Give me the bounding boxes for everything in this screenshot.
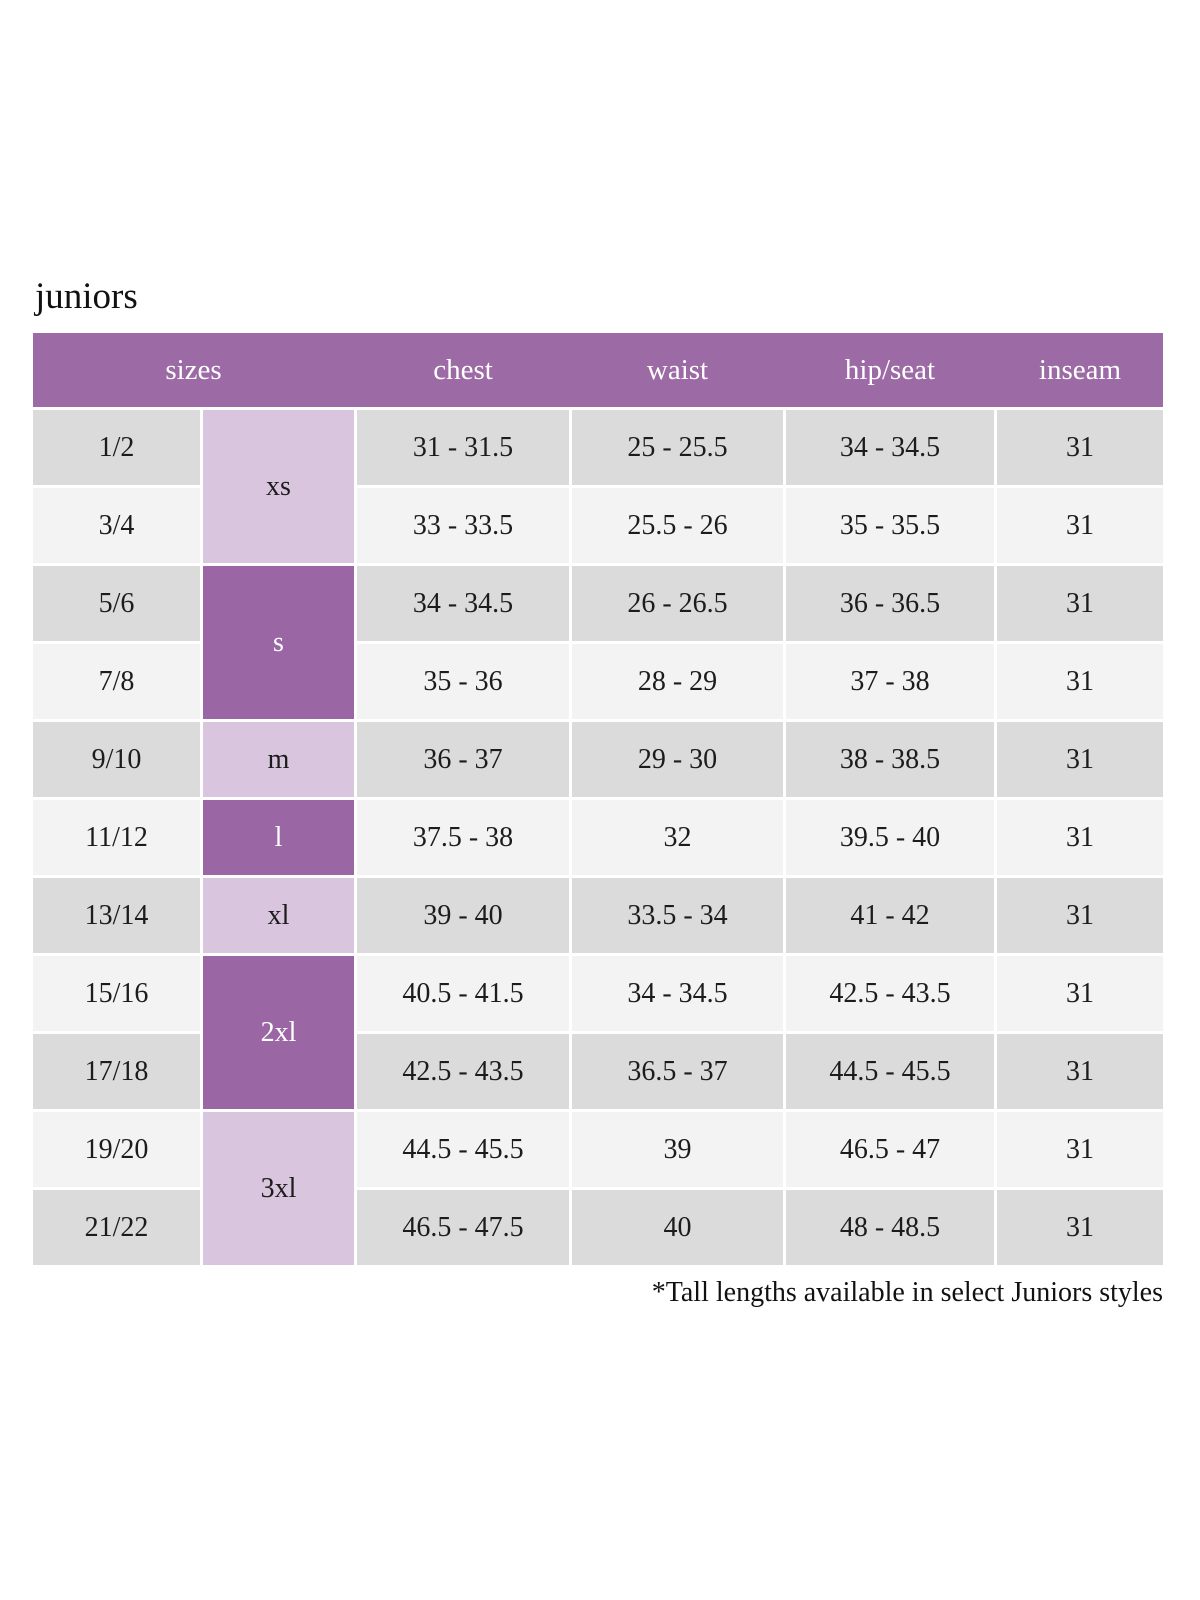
cell-chest: 36 - 37 xyxy=(357,722,569,797)
size-group-3xl: 3xl xyxy=(203,1112,354,1265)
cell-size: 1/2 xyxy=(33,410,200,485)
cell-hip-seat: 42.5 - 43.5 xyxy=(786,956,994,1031)
cell-hip-seat: 39.5 - 40 xyxy=(786,800,994,875)
cell-waist: 36.5 - 37 xyxy=(572,1034,783,1109)
cell-hip-seat: 38 - 38.5 xyxy=(786,722,994,797)
cell-waist: 40 xyxy=(572,1190,783,1265)
cell-inseam: 31 xyxy=(997,410,1163,485)
size-group-2xl: 2xl xyxy=(203,956,354,1109)
cell-chest: 33 - 33.5 xyxy=(357,488,569,563)
cell-waist: 29 - 30 xyxy=(572,722,783,797)
cell-size: 5/6 xyxy=(33,566,200,641)
cell-waist: 25 - 25.5 xyxy=(572,410,783,485)
cell-hip-seat: 48 - 48.5 xyxy=(786,1190,994,1265)
column-header-inseam: inseam xyxy=(1038,353,1122,386)
tall-lengths-footnote: *Tall lengths available in select Junior… xyxy=(651,1277,1163,1308)
cell-hip-seat: 36 - 36.5 xyxy=(786,566,994,641)
cell-hip-seat: 44.5 - 45.5 xyxy=(786,1034,994,1109)
cell-inseam: 31 xyxy=(997,722,1163,797)
cell-waist: 25.5 - 26 xyxy=(572,488,783,563)
column-header-sizes: sizes xyxy=(165,353,222,386)
cell-chest: 35 - 36 xyxy=(357,644,569,719)
cell-chest: 31 - 31.5 xyxy=(357,410,569,485)
size-group-xs: xs xyxy=(203,410,354,563)
cell-size: 11/12 xyxy=(33,800,200,875)
cell-chest: 40.5 - 41.5 xyxy=(357,956,569,1031)
cell-chest: 37.5 - 38 xyxy=(357,800,569,875)
cell-chest: 44.5 - 45.5 xyxy=(357,1112,569,1187)
size-group-l: l xyxy=(203,800,354,875)
cell-size: 15/16 xyxy=(33,956,200,1031)
cell-inseam: 31 xyxy=(997,1112,1163,1187)
cell-inseam: 31 xyxy=(997,1190,1163,1265)
cell-size: 13/14 xyxy=(33,878,200,953)
column-header-waist: waist xyxy=(646,353,709,386)
cell-inseam: 31 xyxy=(997,566,1163,641)
cell-chest: 39 - 40 xyxy=(357,878,569,953)
cell-waist: 34 - 34.5 xyxy=(572,956,783,1031)
column-header-chest: chest xyxy=(433,353,493,386)
cell-hip-seat: 41 - 42 xyxy=(786,878,994,953)
table-header-bar xyxy=(33,333,1163,407)
cell-waist: 33.5 - 34 xyxy=(572,878,783,953)
cell-size: 9/10 xyxy=(33,722,200,797)
cell-inseam: 31 xyxy=(997,800,1163,875)
size-group-s: s xyxy=(203,566,354,719)
cell-inseam: 31 xyxy=(997,956,1163,1031)
cell-hip-seat: 37 - 38 xyxy=(786,644,994,719)
cell-size: 7/8 xyxy=(33,644,200,719)
cell-inseam: 31 xyxy=(997,878,1163,953)
cell-size: 17/18 xyxy=(33,1034,200,1109)
cell-hip-seat: 46.5 - 47 xyxy=(786,1112,994,1187)
cell-waist: 39 xyxy=(572,1112,783,1187)
cell-chest: 46.5 - 47.5 xyxy=(357,1190,569,1265)
cell-size: 3/4 xyxy=(33,488,200,563)
cell-waist: 26 - 26.5 xyxy=(572,566,783,641)
juniors-size-table: sizes chest waist hip/seat inseam xs s m… xyxy=(33,333,1163,1265)
cell-chest: 34 - 34.5 xyxy=(357,566,569,641)
cell-inseam: 31 xyxy=(997,644,1163,719)
cell-waist: 28 - 29 xyxy=(572,644,783,719)
cell-size: 21/22 xyxy=(33,1190,200,1265)
cell-hip-seat: 35 - 35.5 xyxy=(786,488,994,563)
cell-chest: 42.5 - 43.5 xyxy=(357,1034,569,1109)
cell-size: 19/20 xyxy=(33,1112,200,1187)
cell-inseam: 31 xyxy=(997,1034,1163,1109)
cell-hip-seat: 34 - 34.5 xyxy=(786,410,994,485)
size-group-m: m xyxy=(203,722,354,797)
column-header-hip-seat: hip/seat xyxy=(844,353,936,386)
cell-waist: 32 xyxy=(572,800,783,875)
size-group-xl: xl xyxy=(203,878,354,953)
cell-inseam: 31 xyxy=(997,488,1163,563)
page-title: juniors xyxy=(35,276,138,317)
